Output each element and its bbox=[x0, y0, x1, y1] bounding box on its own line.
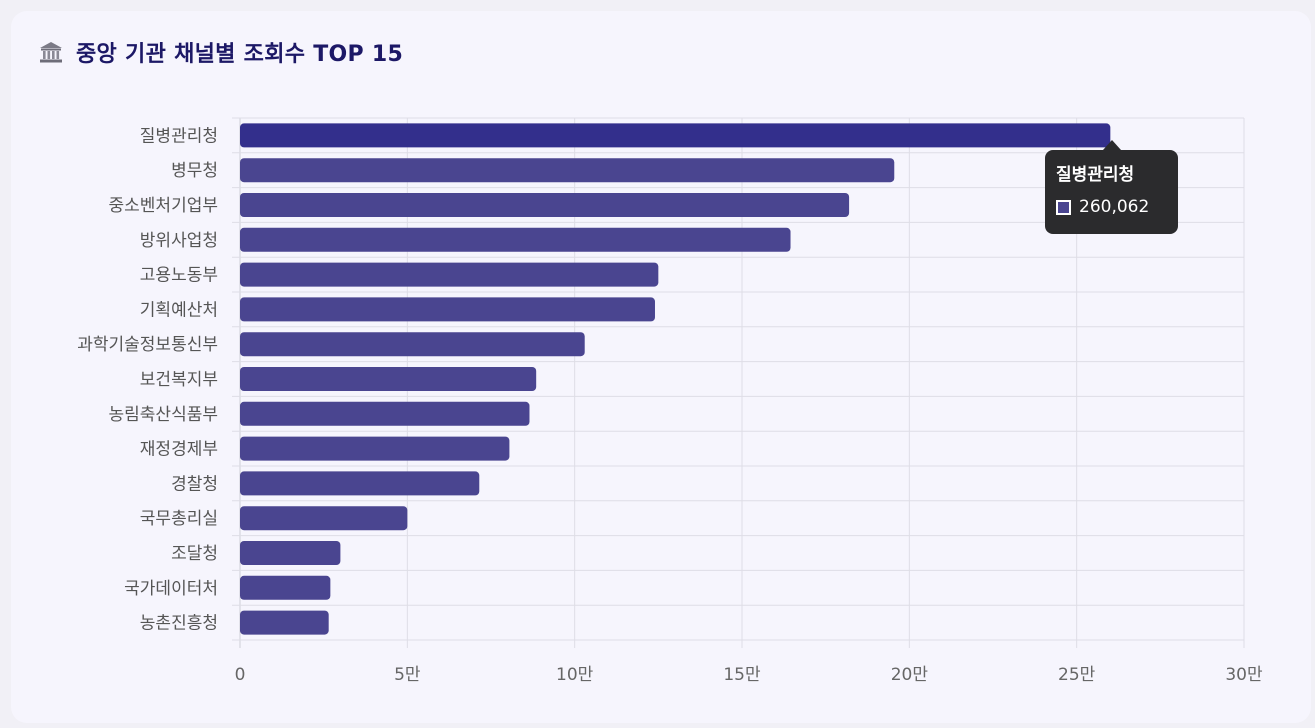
x-tick-label: 0 bbox=[235, 665, 246, 685]
category-label: 과학기술정보통신부 bbox=[77, 335, 218, 355]
bar bbox=[240, 610, 329, 635]
bar bbox=[240, 401, 530, 426]
bar bbox=[240, 332, 585, 357]
chart-title: 중앙 기관 채널별 조회수 TOP 15 bbox=[76, 42, 404, 67]
x-tick-label: 30만 bbox=[1225, 665, 1263, 685]
category-label: 보건복지부 bbox=[140, 370, 218, 390]
bar bbox=[240, 193, 850, 217]
bar bbox=[240, 506, 408, 531]
category-label: 경찰청 bbox=[171, 474, 218, 494]
bar bbox=[240, 471, 480, 496]
category-label: 중소벤처기업부 bbox=[109, 196, 218, 216]
x-tick-label: 5만 bbox=[394, 665, 421, 685]
bank-building-icon bbox=[38, 39, 64, 65]
bar bbox=[240, 158, 895, 183]
x-tick-label: 15만 bbox=[723, 665, 761, 685]
category-label: 농촌진흥청 bbox=[140, 614, 218, 634]
category-label: 국무총리실 bbox=[140, 509, 218, 529]
bar bbox=[240, 297, 655, 322]
category-label: 기획예산처 bbox=[140, 300, 218, 320]
chart-tooltip: 질병관리청 260,062 bbox=[1045, 150, 1178, 234]
category-label: 질병관리청 bbox=[140, 126, 218, 146]
x-tick-labels: 0 5만 10만 15만 20만 25만 30만 bbox=[235, 665, 1263, 685]
category-label: 조달청 bbox=[171, 544, 218, 564]
category-labels: 질병관리청병무청중소벤처기업부방위사업청고용노동부기획예산처과학기술정보통신부보… bbox=[77, 126, 218, 633]
bar bbox=[240, 262, 659, 287]
x-tick-label: 25만 bbox=[1058, 665, 1096, 685]
category-label: 방위사업청 bbox=[140, 231, 218, 251]
tooltip-color-swatch bbox=[1056, 199, 1071, 215]
category-label: 국가데이터처 bbox=[124, 579, 218, 599]
tooltip-title: 질병관리청 bbox=[1056, 165, 1135, 185]
tooltip-arrow bbox=[1103, 140, 1121, 150]
x-tick-label: 10만 bbox=[556, 665, 594, 685]
tooltip-row: 260,062 bbox=[1056, 197, 1167, 217]
bar bbox=[240, 367, 537, 391]
bar bbox=[240, 227, 791, 252]
bar bbox=[240, 436, 510, 461]
category-label: 재정경제부 bbox=[140, 440, 218, 460]
category-label: 병무청 bbox=[171, 161, 218, 181]
chart-header: 중앙 기관 채널별 조회수 TOP 15 bbox=[38, 34, 403, 70]
bar bbox=[240, 575, 331, 600]
category-label: 고용노동부 bbox=[140, 266, 218, 286]
x-tick-label: 20만 bbox=[891, 665, 929, 685]
bars bbox=[240, 123, 1111, 635]
category-label: 농림축산식품부 bbox=[109, 405, 218, 425]
tooltip-value: 260,062 bbox=[1079, 197, 1150, 217]
bar bbox=[240, 541, 341, 565]
bar bbox=[240, 123, 1111, 148]
